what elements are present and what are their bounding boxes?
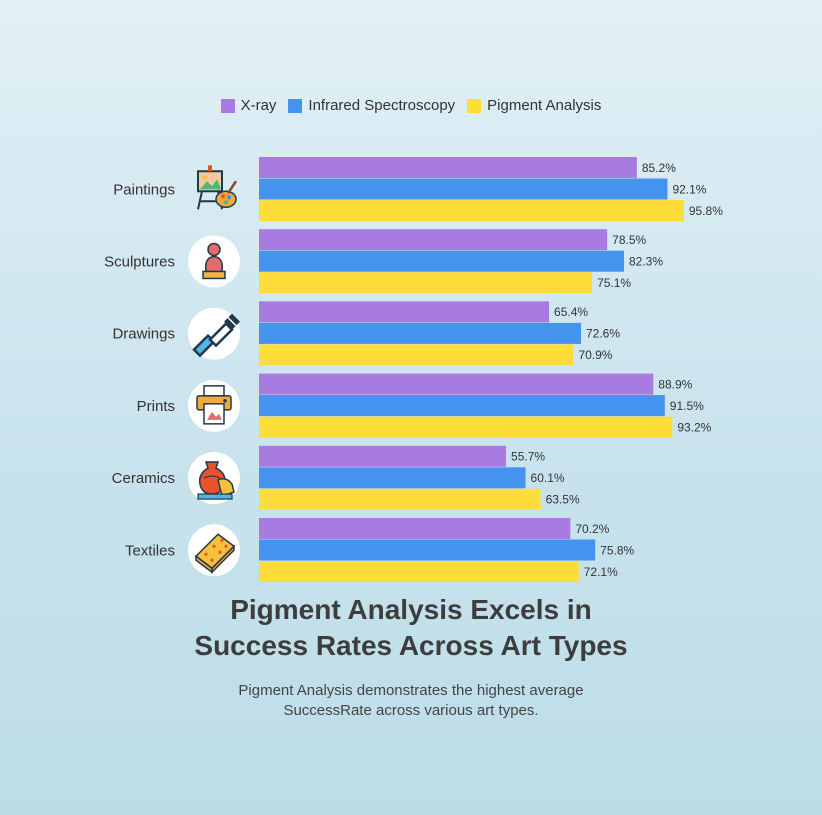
fabric-textile-icon xyxy=(188,524,240,577)
bar-value-label: 82.3% xyxy=(629,254,663,268)
paintbrush-icon xyxy=(188,307,240,360)
bar-value-label: 88.9% xyxy=(658,377,692,391)
bar-value-label: 72.1% xyxy=(584,565,618,579)
bar xyxy=(259,301,550,323)
bar-value-label: 92.1% xyxy=(672,182,706,196)
bar-value-label: 91.5% xyxy=(670,399,704,413)
bar xyxy=(259,539,596,561)
bar xyxy=(259,272,593,294)
bust-sculpture-icon xyxy=(188,235,240,288)
bar xyxy=(259,395,665,417)
bar-value-label: 75.8% xyxy=(600,543,634,557)
bar xyxy=(259,561,579,582)
chart-title-line-1: Pigment Analysis Excels in xyxy=(230,594,592,625)
bar xyxy=(259,157,637,178)
bar-value-label: 75.1% xyxy=(597,276,631,290)
bar xyxy=(259,373,654,395)
legend-swatch-pigment xyxy=(467,98,482,113)
bar xyxy=(259,416,673,438)
bar xyxy=(259,322,581,344)
chart-subtitle: Pigment Analysis demonstrates the highes… xyxy=(0,681,822,721)
bar-value-label: 63.5% xyxy=(546,493,580,507)
legend-swatch-infrared xyxy=(288,98,303,113)
easel-painting-icon xyxy=(197,165,238,210)
legend: X-ray Infrared Spectroscopy Pigment Anal… xyxy=(0,97,822,114)
bar-value-label: 95.8% xyxy=(689,204,723,218)
bar xyxy=(259,200,684,221)
category-label: Ceramics xyxy=(112,470,175,487)
chart-subtitle-line-1: Pigment Analysis demonstrates the highes… xyxy=(238,682,584,699)
bar xyxy=(259,250,625,272)
bar-value-label: 93.2% xyxy=(677,420,711,434)
legend-label-infrared: Infrared Spectroscopy xyxy=(308,97,456,114)
category-label: Prints xyxy=(137,398,175,415)
legend-label-pigment: Pigment Analysis xyxy=(487,97,602,114)
bar xyxy=(259,229,608,251)
bar-value-label: 72.6% xyxy=(586,327,620,341)
bar xyxy=(259,467,526,489)
chart-title-line-2: Success Rates Across Art Types xyxy=(194,630,628,661)
legend-item-infrared[interactable]: Infrared Spectroscopy xyxy=(288,97,455,114)
legend-item-xray[interactable]: X-ray xyxy=(220,97,277,114)
bar xyxy=(259,178,668,200)
bar xyxy=(259,488,541,510)
bar-value-label: 78.5% xyxy=(612,233,646,247)
bar-value-label: 85.2% xyxy=(642,161,676,175)
category-label: Sculptures xyxy=(104,253,175,270)
bar-value-label: 60.1% xyxy=(531,471,565,485)
bar-value-label: 65.4% xyxy=(554,305,588,319)
category-label: Paintings xyxy=(113,181,175,198)
category-label: Drawings xyxy=(112,326,175,343)
category-label: Textiles xyxy=(125,542,175,559)
bar-value-label: 55.7% xyxy=(511,450,545,464)
legend-label-xray: X-ray xyxy=(240,97,277,114)
vase-ceramics-icon xyxy=(188,452,240,505)
chart-subtitle-line-2: SuccessRate across various art types. xyxy=(283,702,539,719)
printer-icon xyxy=(188,379,240,432)
legend-item-pigment[interactable]: Pigment Analysis xyxy=(467,97,601,114)
legend-swatch-xray xyxy=(220,98,235,113)
bar-value-label: 70.9% xyxy=(578,348,612,362)
bar xyxy=(259,445,507,467)
bar xyxy=(259,518,571,539)
bar xyxy=(259,344,574,366)
chart-title: Pigment Analysis Excels in Success Rates… xyxy=(0,592,822,664)
bar-value-label: 70.2% xyxy=(575,522,609,536)
